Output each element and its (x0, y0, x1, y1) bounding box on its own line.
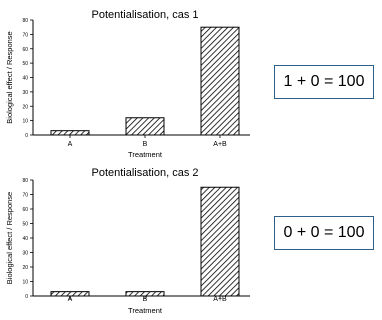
x-axis-label: Treatment (128, 306, 163, 315)
equation-box-1: 1 + 0 = 100 (274, 65, 374, 99)
chart-1: Potentialisation, cas 1 0 10 20 30 40 50 60 70 80… (5, 9, 250, 159)
x-tick-label: A (68, 296, 73, 303)
y-tick-label: 20 (22, 265, 28, 271)
y-tick-label: 80 (22, 178, 28, 184)
x-axis-label: Treatment (128, 150, 163, 159)
x-tick-label: B (143, 141, 148, 148)
bar-a-plus-b (200, 186, 240, 297)
y-tick-label: 40 (22, 236, 28, 242)
x-tick-label: A+B (213, 141, 227, 148)
y-tick-label: 70 (22, 193, 28, 199)
y-tick-label: 60 (22, 207, 28, 213)
x-tick-label: A+B (213, 296, 227, 303)
y-tick-label: 30 (22, 90, 28, 96)
bar-b (125, 117, 165, 136)
equation-box-2: 0 + 0 = 100 (274, 216, 374, 250)
y-tick-label: 10 (22, 119, 28, 125)
equation-text-2: 0 + 0 = 100 (283, 224, 365, 241)
y-tick-label: 50 (22, 61, 28, 67)
y-tick-label: 40 (22, 76, 28, 82)
x-tick-label: B (143, 296, 148, 303)
y-axis-label: Biological effect / Response (5, 31, 14, 123)
chart-title: Potentialisation, cas 1 (91, 9, 198, 21)
y-tick-label: 50 (22, 222, 28, 228)
bar-a-plus-b (200, 26, 240, 136)
y-tick-label: 0 (25, 294, 28, 300)
chart-title: Potentialisation, cas 2 (91, 167, 198, 179)
y-axis-label: Biological effect / Response (5, 192, 14, 284)
equation-text-1: 1 + 0 = 100 (283, 73, 365, 90)
y-tick-label: 80 (22, 18, 28, 24)
chart-2: Potentialisation, cas 2 0 10 20 30 40 50 60 70 80… (5, 167, 250, 315)
y-tick-label: 20 (22, 104, 28, 110)
x-tick-label: A (68, 141, 73, 148)
y-tick-label: 60 (22, 47, 28, 53)
y-tick-label: 30 (22, 251, 28, 257)
y-tick-label: 70 (22, 32, 28, 38)
bar-a (50, 130, 90, 136)
y-tick-label: 10 (22, 280, 28, 286)
y-tick-label: 0 (25, 133, 28, 139)
